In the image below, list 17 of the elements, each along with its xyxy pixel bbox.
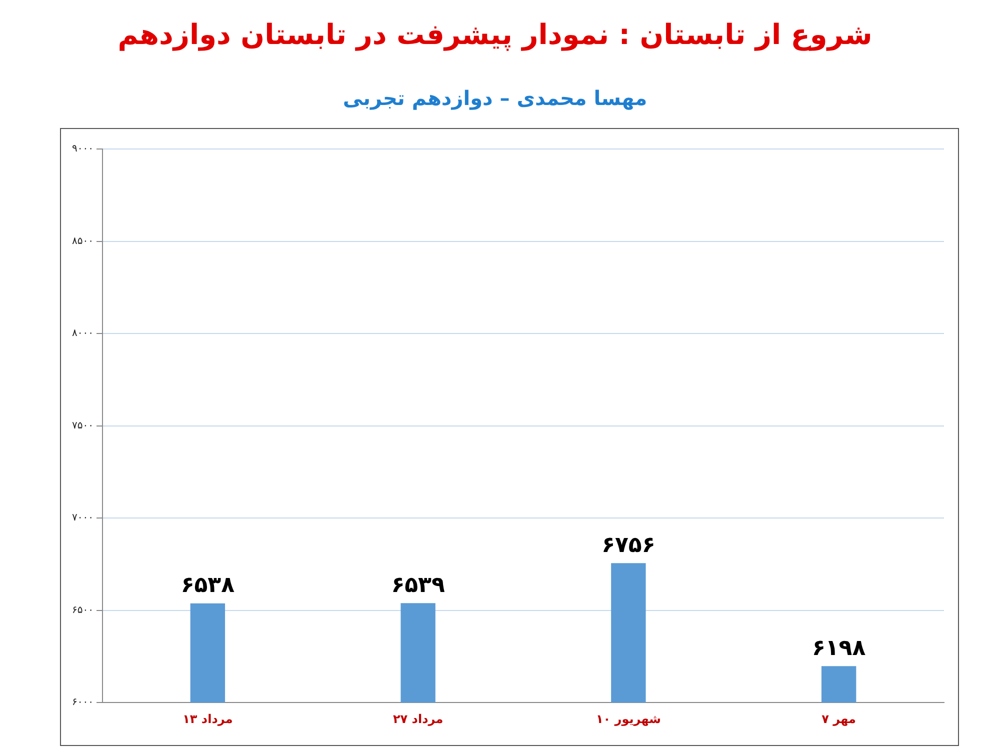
y-tick-label: ۸۰۰۰ bbox=[72, 328, 94, 340]
y-tick-label: ۷۵۰۰ bbox=[72, 420, 94, 432]
x-tick-label: ۱۳ مرداد bbox=[182, 712, 233, 726]
data-label: ۶۱۹۸ bbox=[812, 636, 866, 661]
data-label: ۶۷۵۶ bbox=[602, 532, 656, 558]
y-tick-label: ۶۰۰۰ bbox=[72, 697, 94, 708]
data-label: ۶۵۳۸ bbox=[180, 573, 236, 598]
x-tick-label: ۱۰ شهریور bbox=[596, 712, 661, 726]
chart-title: شروع از تابستان : نمودار پیشرفت در تابستان دوازدهم bbox=[116, 18, 874, 51]
x-tick-label: ۲۷ مرداد bbox=[392, 712, 444, 726]
x-tick-label: ۷ مهر bbox=[822, 712, 856, 726]
y-tick-label: ۹۰۰۰ bbox=[72, 144, 94, 155]
y-tick-label: ۷۰۰۰ bbox=[72, 512, 94, 524]
chart-subtitle: مهسا محمدی – دوازدهم تجربی bbox=[342, 86, 648, 110]
y-tick-label: ۶۵۰۰ bbox=[72, 604, 94, 616]
y-tick-label: ۸۵۰۰ bbox=[72, 236, 94, 247]
data-label: ۶۵۳۹ bbox=[391, 572, 445, 598]
